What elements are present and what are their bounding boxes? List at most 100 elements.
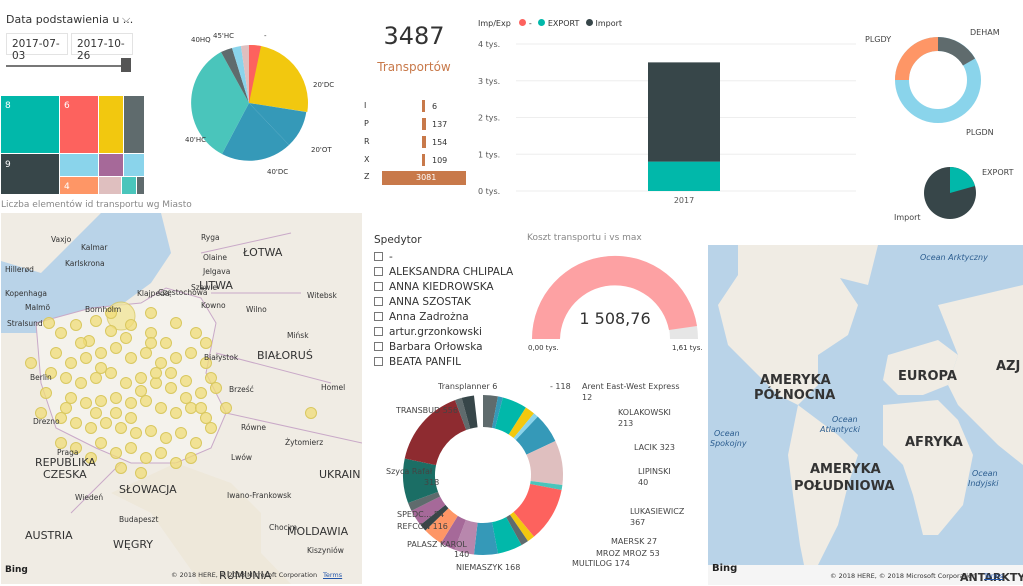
map-bubble[interactable] bbox=[90, 372, 102, 384]
map-bubble[interactable] bbox=[190, 437, 202, 449]
map-bubble[interactable] bbox=[105, 367, 117, 379]
map-bubble[interactable] bbox=[55, 437, 67, 449]
map-bubble[interactable] bbox=[100, 417, 112, 429]
map-bubble[interactable] bbox=[110, 407, 122, 419]
map-bubble[interactable] bbox=[105, 307, 117, 319]
map-bubble[interactable] bbox=[90, 315, 102, 327]
map-bubble[interactable] bbox=[140, 452, 152, 464]
date-range-track[interactable] bbox=[6, 65, 128, 67]
map-bubble[interactable] bbox=[160, 432, 172, 444]
map-bubble[interactable] bbox=[55, 412, 67, 424]
map-bubble[interactable] bbox=[200, 357, 212, 369]
date-from-input[interactable]: 2017-07-03 bbox=[6, 33, 68, 62]
map-bubble[interactable] bbox=[155, 447, 167, 459]
map-bubble[interactable] bbox=[70, 442, 82, 454]
imp-exp-pie[interactable]: EXPORT Import bbox=[890, 160, 1023, 228]
checkbox[interactable] bbox=[374, 252, 383, 261]
map-bubble[interactable] bbox=[65, 357, 77, 369]
map-bubble[interactable] bbox=[115, 462, 127, 474]
map-bubble[interactable] bbox=[195, 402, 207, 414]
map-bubble[interactable] bbox=[135, 385, 147, 397]
map-bubble[interactable] bbox=[305, 407, 317, 419]
world-map[interactable]: Ocean Arktyczny AMERYKA PÓŁNOCNA EUROPA AZJ O… bbox=[708, 245, 1023, 585]
map-bubble[interactable] bbox=[175, 427, 187, 439]
map-bubble[interactable] bbox=[145, 337, 157, 349]
map-terms-link[interactable]: Terms bbox=[984, 572, 1004, 580]
map-bubble[interactable] bbox=[60, 402, 72, 414]
map-bubble[interactable] bbox=[190, 327, 202, 339]
map-bubble[interactable] bbox=[160, 337, 172, 349]
map-bubble[interactable] bbox=[95, 395, 107, 407]
chevron-down-icon[interactable]: ⌵ bbox=[122, 12, 131, 25]
city-treemap[interactable]: 8 6 9 4 bbox=[1, 96, 144, 194]
map-bubble[interactable] bbox=[125, 412, 137, 424]
map-bubble[interactable] bbox=[120, 377, 132, 389]
map-bubble[interactable] bbox=[220, 402, 232, 414]
spedytor-item[interactable]: artur.grzonkowski bbox=[374, 325, 513, 340]
map-bubble[interactable] bbox=[170, 352, 182, 364]
map-bubble[interactable] bbox=[185, 347, 197, 359]
bar[interactable] bbox=[422, 154, 425, 166]
map-bubble[interactable] bbox=[170, 407, 182, 419]
spedytor-item[interactable]: ALEKSANDRA CHLIPALA bbox=[374, 265, 513, 280]
map-bubble[interactable] bbox=[180, 392, 192, 404]
cost-gauge[interactable]: 1 508,76 0,00 tys. 1,61 tys. bbox=[520, 244, 710, 359]
legend-item[interactable]: Import bbox=[595, 19, 623, 28]
map-bubble[interactable] bbox=[45, 367, 57, 379]
map-bubble[interactable] bbox=[120, 332, 132, 344]
bar[interactable] bbox=[382, 171, 466, 185]
map-bubble[interactable] bbox=[43, 317, 55, 329]
map-bubble[interactable] bbox=[85, 452, 97, 464]
map-bubble[interactable] bbox=[50, 347, 62, 359]
imp-exp-column-chart[interactable]: 4 tys. 3 tys. 2 tys. 1 tys. 0 tys. 2017 bbox=[476, 34, 861, 209]
spedytor-item[interactable]: ANNA SZOSTAK bbox=[374, 295, 513, 310]
spedytor-item[interactable]: Barbara Orłowska bbox=[374, 340, 513, 355]
map-bubble[interactable] bbox=[95, 362, 107, 374]
map-bubble[interactable] bbox=[145, 425, 157, 437]
map-bubble[interactable] bbox=[125, 352, 137, 364]
map-bubble[interactable] bbox=[80, 352, 92, 364]
map-bubble[interactable] bbox=[155, 402, 167, 414]
map-bubble[interactable] bbox=[115, 422, 127, 434]
map-bubble[interactable] bbox=[105, 325, 117, 337]
map-bubble[interactable] bbox=[60, 372, 72, 384]
checkbox[interactable] bbox=[374, 267, 383, 276]
map-bubble[interactable] bbox=[195, 387, 207, 399]
map-bubble[interactable] bbox=[130, 427, 142, 439]
map-bubble[interactable] bbox=[140, 395, 152, 407]
bar[interactable] bbox=[422, 136, 426, 148]
map-bubble[interactable] bbox=[170, 457, 182, 469]
container-type-pie[interactable]: 20'DC 20'OT 40'DC 40'HC 40HQ 45'HC - bbox=[185, 25, 365, 185]
map-terms-link[interactable]: Terms bbox=[323, 571, 343, 579]
map-bubble[interactable] bbox=[140, 347, 152, 359]
bing-logo[interactable]: Bing bbox=[5, 565, 28, 575]
map-bubble[interactable] bbox=[125, 442, 137, 454]
checkbox[interactable] bbox=[374, 297, 383, 306]
map-bubble[interactable] bbox=[205, 372, 217, 384]
legend-item[interactable]: - bbox=[528, 19, 532, 28]
checkbox[interactable] bbox=[374, 357, 383, 366]
map-bubble[interactable] bbox=[110, 342, 122, 354]
map-bubble[interactable] bbox=[25, 357, 37, 369]
map-bubble[interactable] bbox=[80, 397, 92, 409]
map-bubble[interactable] bbox=[145, 307, 157, 319]
map-bubble[interactable] bbox=[165, 382, 177, 394]
map-bubble[interactable] bbox=[200, 337, 212, 349]
map-bubble[interactable] bbox=[35, 407, 47, 419]
bar[interactable] bbox=[422, 100, 425, 112]
map-bubble[interactable] bbox=[210, 382, 222, 394]
map-bubble[interactable] bbox=[205, 422, 217, 434]
spedytor-item[interactable]: Anna Zadrożna bbox=[374, 310, 513, 325]
map-bubble[interactable] bbox=[155, 357, 167, 369]
map-bubble[interactable] bbox=[70, 319, 82, 331]
map-bubble[interactable] bbox=[70, 417, 82, 429]
spedytor-cost-donut[interactable]: Transplanner 6 TRANSBUD 556 Szyca Rafał 318… bbox=[366, 372, 708, 586]
map-bubble[interactable] bbox=[85, 422, 97, 434]
map-bubble[interactable] bbox=[75, 337, 87, 349]
map-bubble[interactable] bbox=[110, 392, 122, 404]
checkbox[interactable] bbox=[374, 282, 383, 291]
map-bubble[interactable] bbox=[55, 327, 67, 339]
map-bubble[interactable] bbox=[125, 397, 137, 409]
checkbox[interactable] bbox=[374, 327, 383, 336]
map-bubble[interactable] bbox=[95, 347, 107, 359]
